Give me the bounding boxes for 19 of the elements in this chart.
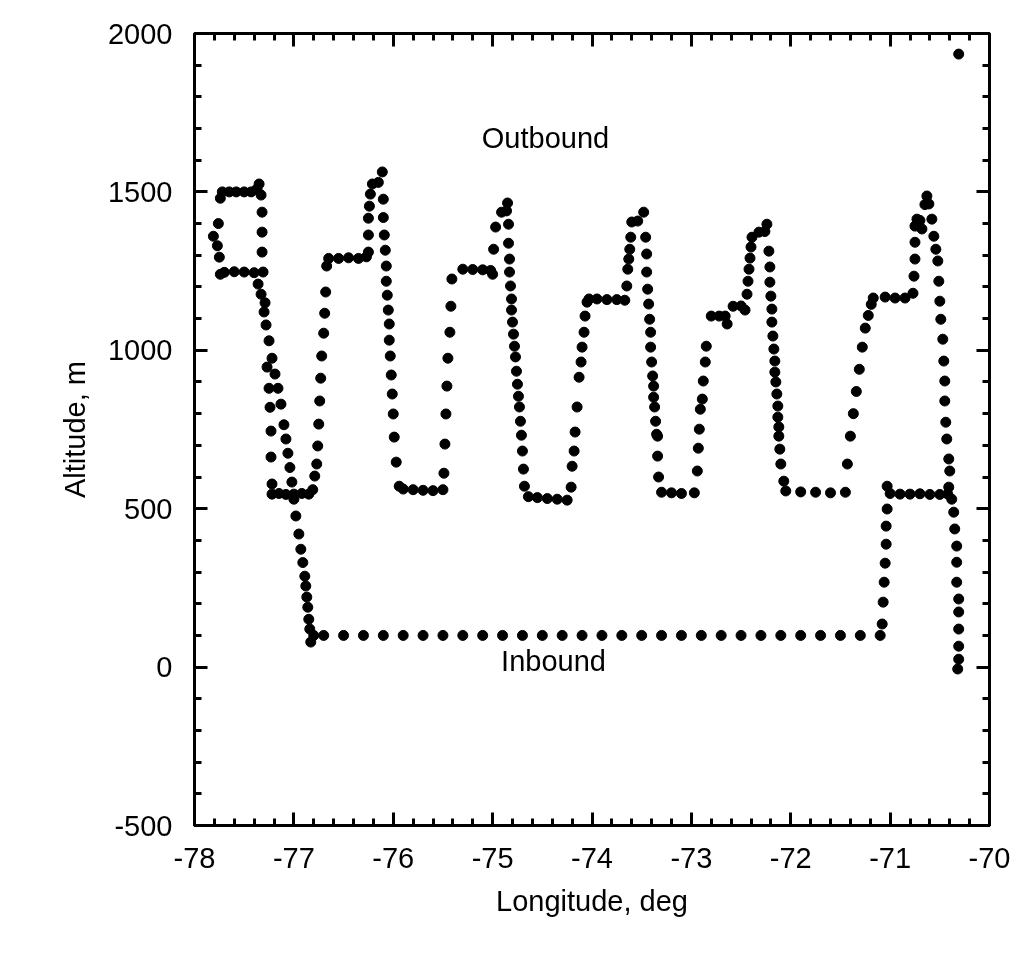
y-axis-title: Altitude, m bbox=[58, 361, 91, 498]
y-tick-label: 2000 bbox=[107, 17, 173, 50]
x-tick-label: -77 bbox=[272, 841, 315, 874]
annotation: Inbound bbox=[501, 644, 606, 677]
x-tick-label: -71 bbox=[869, 841, 912, 874]
x-tick-label: -72 bbox=[769, 841, 812, 874]
x-axis-title: Longitude, deg bbox=[496, 884, 688, 917]
y-tick-label: -500 bbox=[114, 809, 173, 842]
y-tick-label: 0 bbox=[156, 651, 173, 684]
annotation: Outbound bbox=[481, 121, 610, 154]
y-tick-label: 1000 bbox=[107, 334, 173, 367]
x-tick-label: -75 bbox=[471, 841, 514, 874]
x-tick-label: -70 bbox=[968, 841, 1011, 874]
x-tick-label: -73 bbox=[670, 841, 713, 874]
x-tick-label: -78 bbox=[173, 841, 216, 874]
y-tick-label: 1500 bbox=[107, 175, 173, 208]
y-tick-label: 500 bbox=[124, 492, 173, 525]
x-tick-label: -76 bbox=[372, 841, 415, 874]
x-tick-label: -74 bbox=[571, 841, 613, 874]
